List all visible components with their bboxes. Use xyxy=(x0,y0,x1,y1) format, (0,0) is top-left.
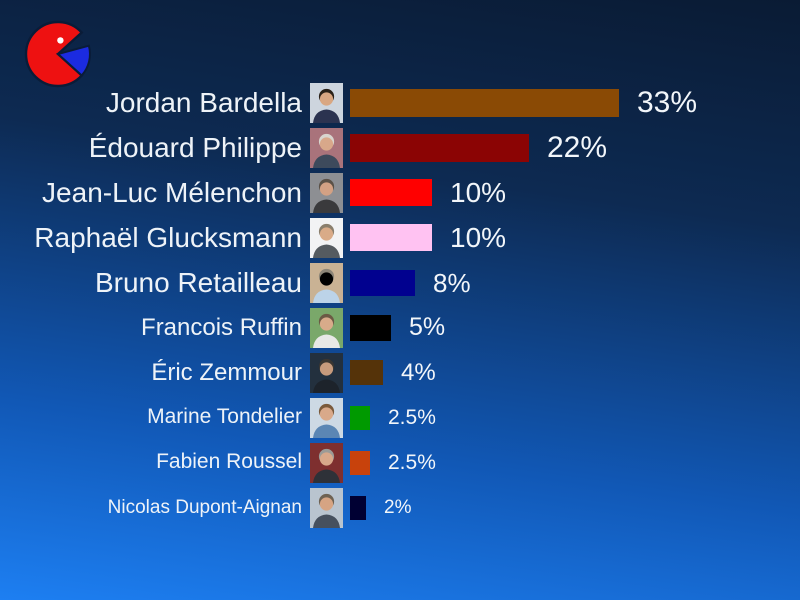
result-bar xyxy=(350,495,366,520)
candidate-row: Bruno Retailleau 8% xyxy=(0,260,800,305)
pie-eye-dot xyxy=(57,37,64,44)
candidate-photo xyxy=(310,442,343,483)
result-bar xyxy=(350,179,432,206)
candidate-row: Raphaël Glucksmann 10% xyxy=(0,215,800,260)
result-percentage: 5% xyxy=(409,313,446,341)
result-percentage: 33% xyxy=(637,85,698,119)
result-bar xyxy=(350,405,370,430)
result-percentage: 22% xyxy=(547,130,608,164)
chart-rows: Jordan Bardella 33% Édouard Philippe 22%… xyxy=(0,80,800,530)
result-percentage: 4% xyxy=(401,358,436,386)
candidate-name: Marine Tondelier xyxy=(147,405,302,429)
candidate-row: Nicolas Dupont-Aignan 2% xyxy=(0,485,800,530)
result-percentage: 2.5% xyxy=(388,451,436,474)
candidate-name: Raphaël Glucksmann xyxy=(34,221,302,253)
result-bar xyxy=(350,269,415,296)
candidate-name: Francois Ruffin xyxy=(141,313,302,341)
result-bar xyxy=(350,224,432,251)
candidate-photo xyxy=(310,217,343,258)
candidate-row: Édouard Philippe 22% xyxy=(0,125,800,170)
result-percentage: 8% xyxy=(433,267,471,298)
candidate-photo xyxy=(310,397,343,438)
result-percentage: 2% xyxy=(384,497,412,518)
candidate-photo xyxy=(310,307,343,348)
result-bar xyxy=(350,450,370,475)
result-bar xyxy=(350,360,383,385)
candidate-name: Bruno Retailleau xyxy=(94,266,302,298)
candidate-photo xyxy=(310,487,343,528)
result-percentage: 2.5% xyxy=(388,406,436,429)
candidate-row: Francois Ruffin 5% xyxy=(0,305,800,350)
candidate-name: Jean-Luc Mélenchon xyxy=(42,176,302,208)
candidate-row: Marine Tondelier 2.5% xyxy=(0,395,800,440)
pie-pacman-logo xyxy=(24,20,91,88)
candidate-photo xyxy=(310,82,343,123)
candidate-name: Nicolas Dupont-Aignan xyxy=(107,496,302,518)
candidate-row: Jordan Bardella 33% xyxy=(0,80,800,125)
candidate-row: Jean-Luc Mélenchon 10% xyxy=(0,170,800,215)
result-percentage: 10% xyxy=(450,221,507,253)
candidate-name: Éric Zemmour xyxy=(151,358,302,386)
candidate-name: Jordan Bardella xyxy=(105,86,302,118)
candidate-photo xyxy=(310,262,343,303)
candidate-name: Édouard Philippe xyxy=(88,131,302,163)
candidate-photo xyxy=(310,172,343,213)
result-percentage: 10% xyxy=(450,176,507,208)
candidate-row: Éric Zemmour 4% xyxy=(0,350,800,395)
result-bar xyxy=(350,133,529,162)
candidate-row: Fabien Roussel 2.5% xyxy=(0,440,800,485)
pie-blue-slice xyxy=(55,44,91,77)
result-bar xyxy=(350,314,391,341)
pie-red-slice xyxy=(24,20,84,88)
candidate-name: Fabien Roussel xyxy=(156,450,302,474)
candidate-photo xyxy=(310,127,343,168)
candidate-photo xyxy=(310,352,343,393)
result-bar xyxy=(350,88,619,117)
